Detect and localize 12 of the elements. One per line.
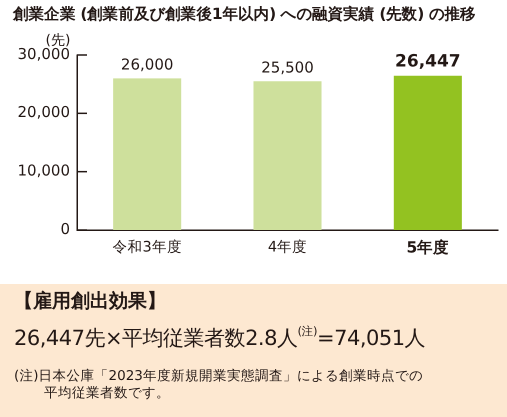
data-label: 25,500 <box>261 58 314 77</box>
data-label: 26,447 <box>395 52 461 72</box>
x-tick-label: 令和3年度 <box>112 238 182 256</box>
x-tick-label: 5年度 <box>406 237 450 256</box>
chart-title: 創業企業 (創業前及び創業後1年以内) への融資実績 (先数) の推移 <box>13 4 476 25</box>
y-tick-label: 10,000 <box>18 162 70 180</box>
note-panel: 【雇用創出効果】 26,447先×平均従業者数2.8人$^{(注)}$=74,051人 (注)日本公庫「2023年度新規開業実態調査」による創業時点での平均従業者数です。 <box>0 284 507 417</box>
y-tick-label: 0 <box>60 220 70 238</box>
y-axis-title: (先) <box>46 32 70 49</box>
x-tick-label: 4年度 <box>268 238 308 256</box>
data-label: 26,000 <box>120 56 174 74</box>
y-tick-label: 20,000 <box>18 103 70 122</box>
